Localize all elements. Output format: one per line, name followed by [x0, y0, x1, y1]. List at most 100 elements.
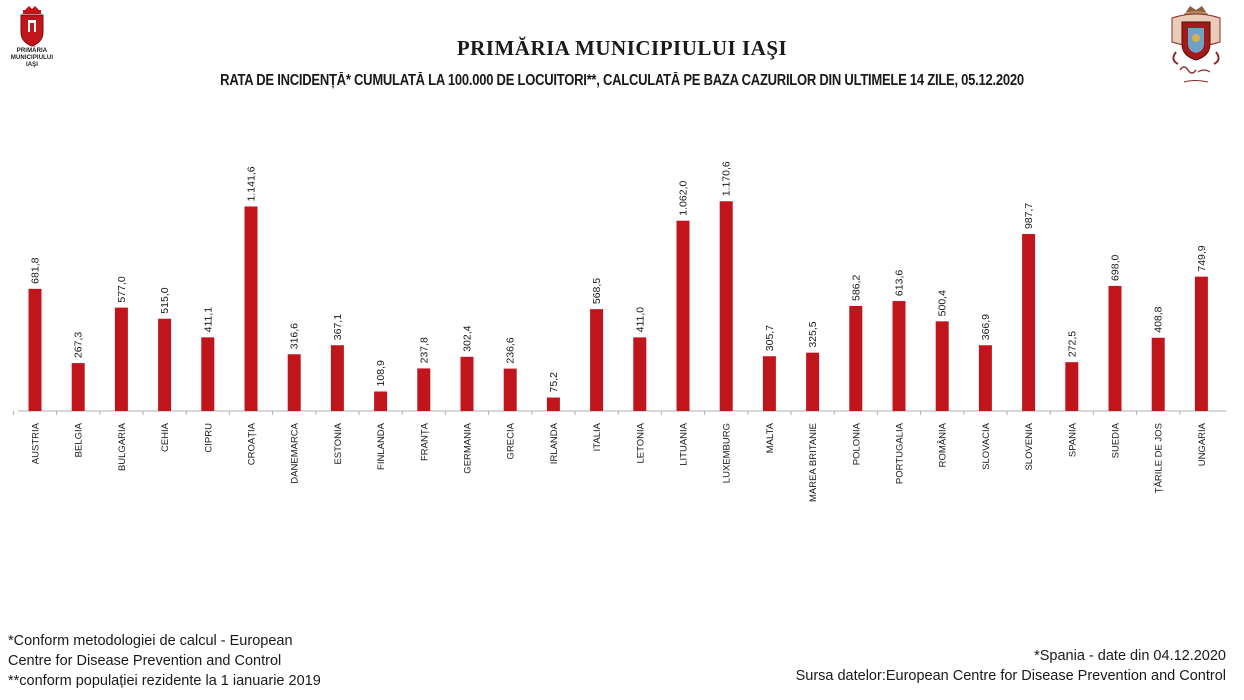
- category-label: FRANȚA: [419, 422, 430, 461]
- data-label: 305,7: [764, 325, 776, 351]
- data-label: 586,2: [850, 275, 862, 301]
- category-label: ȚĂRILE DE JOS: [1154, 423, 1165, 493]
- data-label: 236,6: [505, 337, 517, 363]
- category-label: MAREA BRITANIE: [808, 423, 819, 502]
- data-label: 613,6: [894, 270, 906, 296]
- city-hall-logo: PRIMĂRIA MUNICIPIULUI IAŞI: [8, 4, 56, 90]
- page-title: PRIMĂRIA MUNICIPIULUI IAŞI: [456, 36, 788, 60]
- bar-22: [978, 345, 992, 411]
- category-label: POLONIA: [851, 422, 862, 465]
- data-label: 366,9: [980, 314, 992, 340]
- bar-0: [28, 288, 42, 411]
- footnotes-right: *Spania - date din 04.12.2020 Sursa date…: [796, 646, 1226, 686]
- data-label: 1.170,6: [721, 161, 733, 196]
- data-label: 272,5: [1066, 331, 1078, 357]
- bar-3: [158, 318, 172, 411]
- data-label: 577,0: [116, 276, 128, 302]
- data-label: 698,0: [1110, 255, 1122, 281]
- data-label: 1.141,6: [246, 166, 258, 201]
- category-label: ESTONIA: [333, 422, 344, 464]
- data-label: 325,5: [807, 321, 819, 347]
- bar-6: [287, 354, 301, 411]
- data-label: 411,1: [202, 307, 214, 333]
- footnote-source: Sursa datelor:European Centre for Diseas…: [795, 668, 1226, 684]
- data-label: 1.062,0: [678, 181, 690, 216]
- category-label: BULGARIA: [117, 422, 128, 471]
- category-label: PORTUGALIA: [895, 422, 906, 484]
- data-label: 500,4: [937, 290, 949, 316]
- data-label: 316,6: [289, 323, 301, 349]
- iasi-crest-icon: [1171, 6, 1221, 83]
- category-label: DANEMARCA: [290, 422, 301, 483]
- category-label: SLOVENIA: [1024, 422, 1035, 470]
- bar-2: [114, 307, 128, 411]
- category-label: LETONIA: [635, 422, 646, 463]
- category-label: CEHIA: [160, 422, 171, 452]
- bar-16: [719, 201, 733, 411]
- logo-line-1: PRIMĂRIA: [16, 48, 48, 54]
- logo-line-3: IAŞI: [25, 62, 39, 68]
- data-label: 681,8: [30, 257, 42, 283]
- incidence-bar-chart: 681,8 AUSTRIA 267,3 BELGIA 577,0 BULGARIA 515,…: [12, 161, 1226, 502]
- bar-19: [849, 305, 863, 411]
- data-label: 408,8: [1153, 306, 1165, 332]
- data-label: 411,0: [634, 307, 646, 333]
- footnotes-left: *Conform metodologiei de calcul - Europe…: [8, 631, 321, 691]
- iasi-crest-logo: [1166, 2, 1226, 94]
- bar-21: [935, 321, 949, 411]
- footnote-spain: *Spania - date din 04.12.2020: [1034, 648, 1226, 664]
- bar-8: [374, 391, 388, 411]
- bar-24: [1065, 362, 1079, 411]
- category-label: LUXEMBURG: [722, 423, 733, 483]
- data-label: 568,5: [591, 278, 603, 304]
- category-label: LITUANIA: [679, 422, 690, 465]
- bar-1: [71, 363, 85, 411]
- category-label: SPANIA: [1067, 422, 1078, 457]
- data-label: 987,7: [1023, 203, 1035, 229]
- bar-4: [201, 337, 215, 411]
- bar-26: [1151, 337, 1165, 411]
- category-label: FINLANDA: [376, 422, 387, 470]
- bar-12: [546, 397, 560, 411]
- category-label: ITALIA: [592, 422, 603, 451]
- bar-25: [1108, 285, 1122, 411]
- bar-23: [1022, 234, 1036, 411]
- bar-7: [330, 345, 344, 411]
- bar-14: [633, 337, 647, 411]
- footnote-method-line-2: Centre for Disease Prevention and Contro…: [8, 653, 282, 669]
- data-label: 75,2: [548, 372, 560, 393]
- category-label: GRECIA: [506, 422, 517, 459]
- category-label: IRLANDA: [549, 422, 560, 464]
- data-label: 267,3: [73, 332, 85, 358]
- data-label: 749,9: [1196, 245, 1208, 271]
- footnote-population: **conform populației rezidente la 1 ianu…: [8, 673, 321, 689]
- category-label: ROMÂNIA: [938, 422, 949, 467]
- data-label: 108,9: [375, 360, 387, 386]
- category-label: SUEDIA: [1111, 422, 1122, 458]
- category-label: BELGIA: [74, 422, 85, 457]
- category-label: SLOVACIA: [981, 422, 992, 469]
- category-label: CROAȚIA: [247, 422, 258, 465]
- city-coat-of-arms-icon: [20, 6, 44, 47]
- bar-15: [676, 220, 690, 411]
- category-label: CIPRU: [203, 423, 214, 453]
- category-label: AUSTRIA: [31, 422, 42, 464]
- logo-line-2: MUNICIPIULUI: [10, 55, 54, 61]
- bar-10: [460, 356, 474, 411]
- data-label: 367,1: [332, 314, 344, 340]
- bar-20: [892, 301, 906, 411]
- bar-5: [244, 206, 258, 411]
- category-label: UNGARIA: [1197, 422, 1208, 466]
- category-label: MALTA: [765, 422, 776, 453]
- bar-13: [590, 309, 604, 411]
- page-subtitle: RATA DE INCIDENȚĂ* CUMULATĂ LA 100.000 D…: [220, 72, 1024, 89]
- bar-18: [806, 352, 820, 411]
- bar-11: [503, 368, 517, 411]
- data-label: 515,0: [159, 287, 171, 313]
- bar-27: [1194, 276, 1208, 411]
- bar-9: [417, 368, 431, 411]
- category-label: GERMANIA: [463, 422, 474, 473]
- footnote-method-line-1: *Conform metodologiei de calcul - Europe…: [8, 633, 293, 649]
- bar-17: [762, 356, 776, 411]
- data-label: 237,8: [418, 337, 430, 363]
